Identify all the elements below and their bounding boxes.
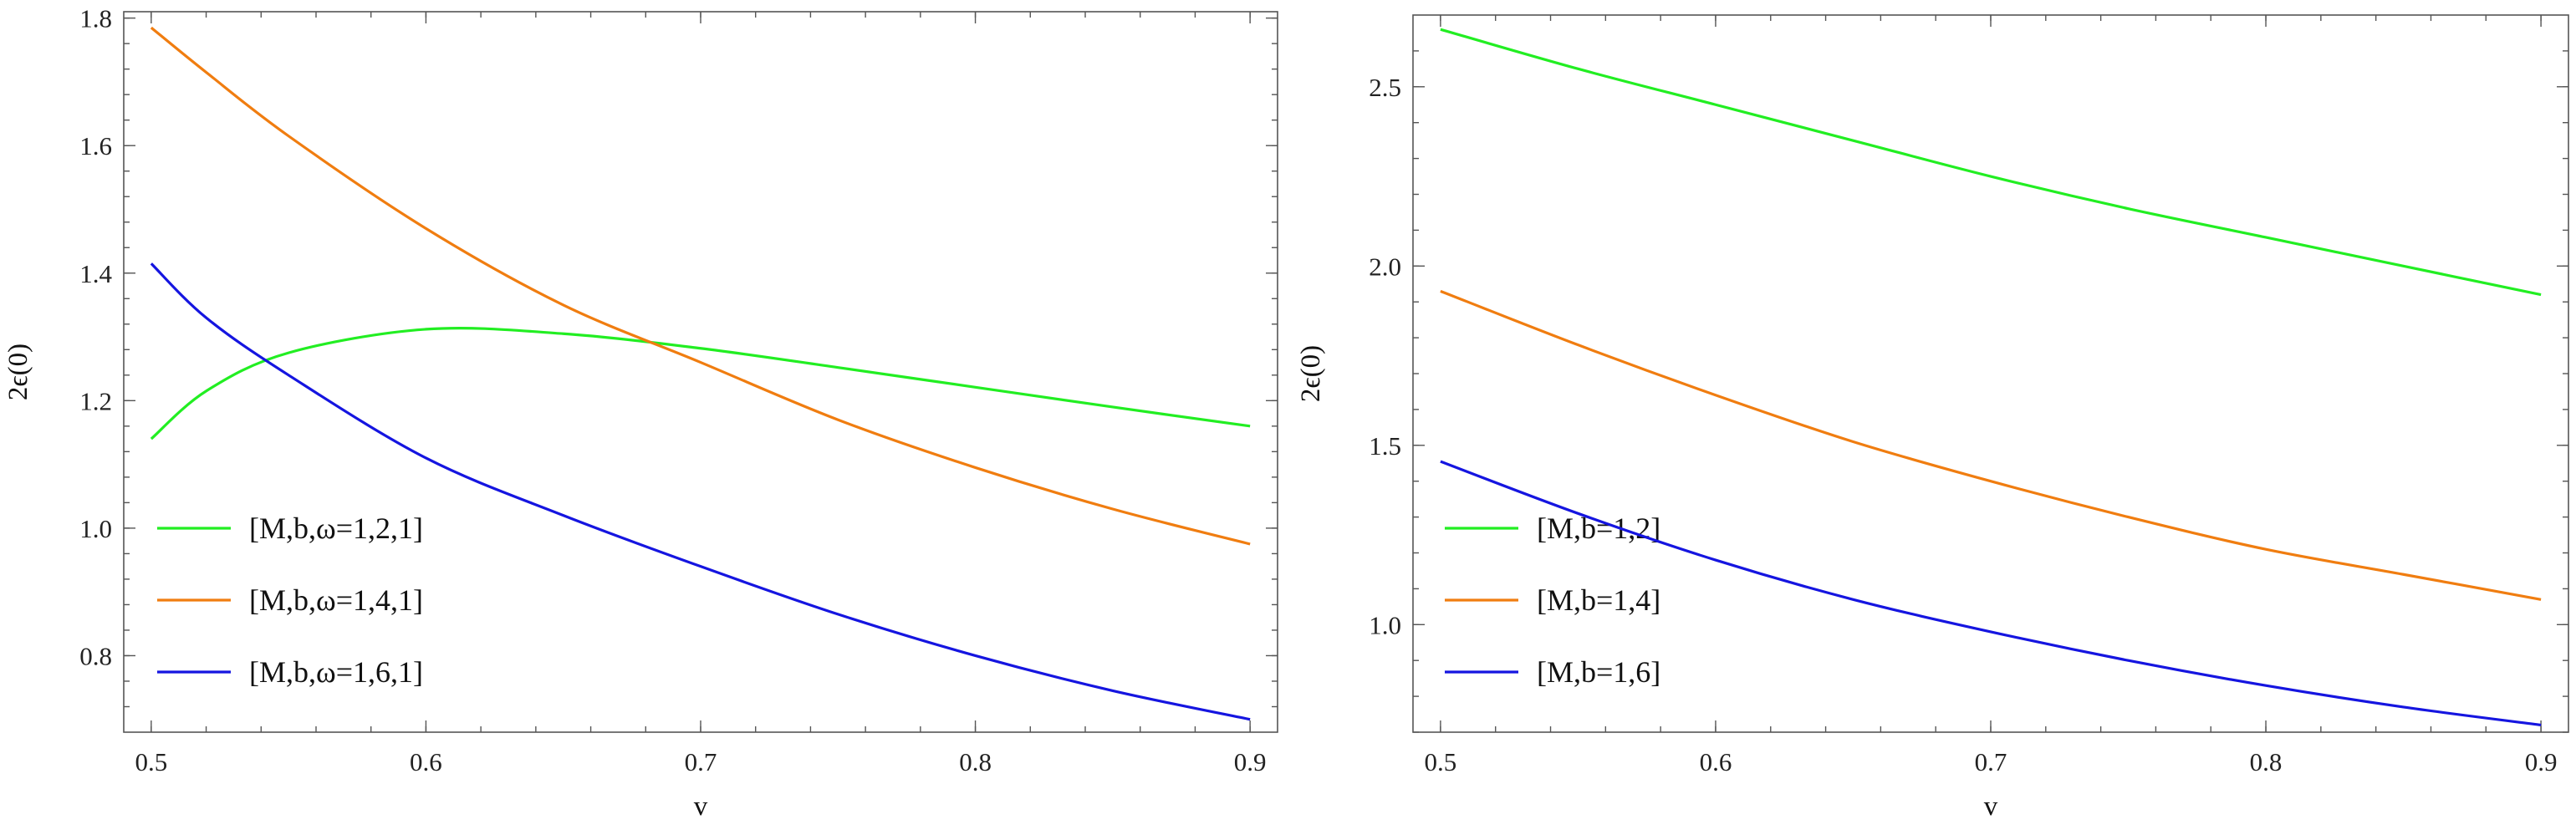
y-tick-label: 1.8 — [79, 4, 112, 33]
x-tick-label: 0.6 — [1700, 747, 1732, 776]
series-line-1 — [1440, 28, 2542, 297]
plot-frame — [123, 11, 1278, 733]
legend-label-2: [M,b,ω=1,4,1] — [249, 583, 423, 617]
y-tick-label: 1.0 — [79, 514, 112, 543]
y-tick-label: 1.2 — [79, 386, 112, 415]
x-axis-label: v — [694, 792, 708, 822]
x-tick-label: 0.8 — [2250, 747, 2283, 776]
x-axis-label: v — [1984, 792, 1998, 822]
x-tick-label: 0.7 — [685, 747, 717, 776]
y-tick-label: 2.0 — [1369, 252, 1401, 281]
x-tick-label: 0.6 — [410, 747, 442, 776]
series-line-2 — [1440, 289, 2542, 601]
x-tick-label: 0.7 — [1975, 747, 2007, 776]
legend-label-3: [M,b,ω=1,6,1] — [249, 655, 423, 689]
y-tick-label: 1.6 — [79, 131, 112, 160]
x-tick-label: 0.5 — [135, 747, 167, 776]
right-chart-panel: 0.5 0.6 0.7 0.8 0.9 1.0 1.5 2.0 2.5 v 2ϵ(0) [M,b=1,… — [1296, 14, 2569, 822]
series-line-1 — [150, 326, 1251, 440]
x-tick-label: 0.8 — [959, 747, 992, 776]
plot-frame — [1412, 14, 2569, 733]
y-axis-label: 2ϵ(0) — [3, 344, 33, 400]
left-chart-panel: 0.5 0.6 0.7 0.8 0.9 0.8 1.0 1.2 1.4 1.6 1.8 v 2ϵ(0) [… — [3, 4, 1278, 822]
series-line-2 — [150, 26, 1251, 546]
x-tick-label: 0.9 — [1234, 747, 1267, 776]
y-axis-label: 2ϵ(0) — [1296, 345, 1326, 402]
series-line-3 — [150, 262, 1251, 721]
legend-label-1: [M,b=1,2] — [1537, 512, 1660, 545]
legend-label-3: [M,b=1,6] — [1537, 655, 1660, 689]
y-tick-label: 1.5 — [1369, 431, 1401, 461]
y-tick-label: 0.8 — [79, 641, 112, 670]
series-line-3 — [1440, 460, 2542, 727]
legend-label-2: [M,b=1,4] — [1537, 583, 1660, 617]
x-tick-label: 0.9 — [2525, 747, 2558, 776]
legend-label-1: [M,b,ω=1,2,1] — [249, 512, 423, 545]
y-tick-label: 1.4 — [79, 259, 112, 288]
y-tick-label: 1.0 — [1369, 610, 1401, 639]
y-tick-label: 2.5 — [1369, 73, 1401, 102]
x-tick-label: 0.5 — [1425, 747, 1457, 776]
